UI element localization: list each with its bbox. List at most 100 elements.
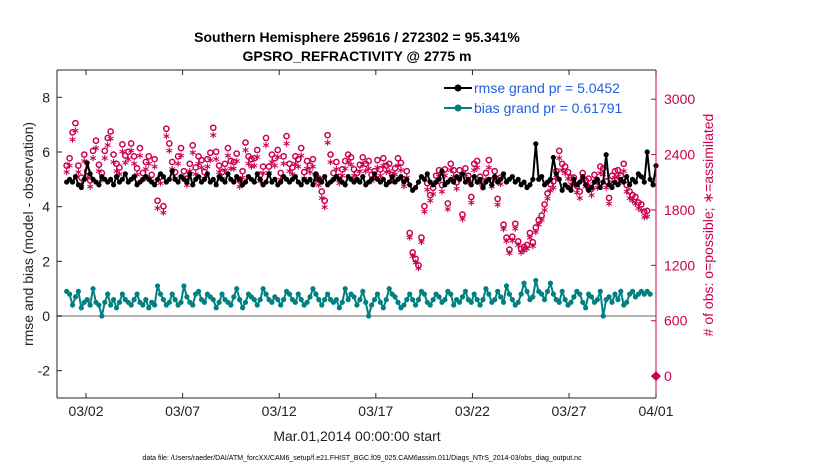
possible-obs-point xyxy=(608,172,616,180)
bias-point xyxy=(415,297,422,303)
assimilated-obs-point: * xyxy=(406,233,413,248)
possible-obs-point xyxy=(374,156,381,164)
bias-point xyxy=(263,291,269,297)
y2-tick-label: 1800 xyxy=(664,202,695,218)
bias-point xyxy=(234,286,240,292)
bias-point xyxy=(304,299,310,305)
possible-obs-point xyxy=(306,162,314,169)
bias-point xyxy=(421,291,427,297)
bias-point xyxy=(477,302,483,308)
assimilated-obs-point: * xyxy=(424,185,431,200)
possible-obs-point xyxy=(620,160,628,168)
possible-obs-point xyxy=(271,154,279,162)
rmse-point xyxy=(190,182,196,188)
possible-obs-point xyxy=(421,202,428,210)
rmse-point xyxy=(415,179,422,185)
possible-obs-point xyxy=(365,157,373,165)
rmse-point xyxy=(398,174,404,180)
possible-obs-point xyxy=(555,147,563,155)
assimilated-obs-point: * xyxy=(524,245,531,260)
assimilated-obs-point: * xyxy=(477,179,484,194)
bias-point xyxy=(448,291,454,297)
rmse-point xyxy=(357,179,363,185)
assimilated-obs-point: * xyxy=(134,171,141,186)
assimilated-obs-point: * xyxy=(98,175,105,190)
assimilated-obs-point: * xyxy=(553,173,560,188)
rmse-point xyxy=(110,182,117,188)
rmse-point xyxy=(154,176,161,182)
possible-obs-point xyxy=(503,234,510,241)
rmse-point xyxy=(594,176,600,182)
possible-obs-point xyxy=(333,158,340,166)
possible-obs-point xyxy=(192,164,200,171)
assimilated-obs-point: * xyxy=(178,151,185,166)
bias-point xyxy=(562,297,568,303)
bias-point xyxy=(251,297,257,303)
bias-point xyxy=(629,288,636,294)
rmse-point xyxy=(456,176,463,182)
rmse-point xyxy=(580,174,586,180)
assimilated-obs-point: * xyxy=(623,187,630,202)
rmse-point xyxy=(650,182,656,188)
possible-obs-point xyxy=(180,167,188,175)
possible-obs-point xyxy=(426,191,434,199)
bias-point xyxy=(128,302,134,308)
possible-obs-point xyxy=(444,200,452,207)
bias-point xyxy=(152,302,158,308)
assimilated-obs-point: * xyxy=(400,182,407,197)
possible-obs-point xyxy=(154,197,161,205)
possible-obs-point xyxy=(297,144,305,152)
bias-point xyxy=(556,299,562,305)
rmse-point xyxy=(533,141,539,147)
possible-obs-point xyxy=(637,201,645,208)
possible-obs-point xyxy=(643,207,651,215)
bias-point xyxy=(410,297,416,303)
bias-point xyxy=(503,283,510,289)
assimilated-obs-point: * xyxy=(154,204,161,219)
bias-point xyxy=(618,288,624,294)
possible-obs-point xyxy=(412,255,419,263)
bias-point xyxy=(295,291,301,297)
rmse-point xyxy=(272,176,278,182)
bias-point xyxy=(568,299,574,305)
rmse-point xyxy=(87,171,93,177)
bias-point xyxy=(216,299,222,305)
rmse-point xyxy=(175,179,181,185)
assimilated-obs-point: * xyxy=(310,162,317,177)
rmse-point xyxy=(204,171,210,177)
rmse-point xyxy=(407,182,413,188)
assimilated-obs-point: * xyxy=(570,180,577,195)
possible-obs-point xyxy=(104,134,112,142)
rmse-point xyxy=(69,179,76,185)
possible-obs-point xyxy=(69,129,76,136)
rmse-point xyxy=(624,174,630,180)
possible-obs-point xyxy=(327,151,334,158)
bias-point xyxy=(474,297,480,303)
possible-obs-point xyxy=(212,148,220,156)
bias-point xyxy=(354,302,360,308)
bias-point xyxy=(500,299,507,305)
possible-obs-point xyxy=(168,158,176,166)
bias-point xyxy=(541,297,548,303)
assimilated-obs-point: * xyxy=(480,184,487,199)
assimilated-obs-point: * xyxy=(107,135,114,150)
possible-obs-point xyxy=(456,166,463,174)
assimilated-obs-point: * xyxy=(606,199,613,214)
rmse-series xyxy=(64,141,659,194)
possible-obs-point xyxy=(391,165,399,172)
rmse-point xyxy=(471,174,477,180)
bias-point xyxy=(213,305,219,311)
bias-point xyxy=(366,313,372,319)
possible-obs-point xyxy=(330,169,337,177)
assimilated-obs-point: * xyxy=(321,203,328,218)
possible-obs-point xyxy=(163,125,170,133)
possible-obs-point xyxy=(561,163,569,170)
rmse-point xyxy=(515,176,521,182)
bias-point xyxy=(647,291,653,297)
bias-point xyxy=(530,294,536,300)
bias-point xyxy=(518,291,524,297)
possible-obs-point xyxy=(418,234,425,241)
bias-point xyxy=(533,277,539,284)
assimilated-obs-point: * xyxy=(183,181,190,196)
possible-obs-point xyxy=(75,162,82,169)
